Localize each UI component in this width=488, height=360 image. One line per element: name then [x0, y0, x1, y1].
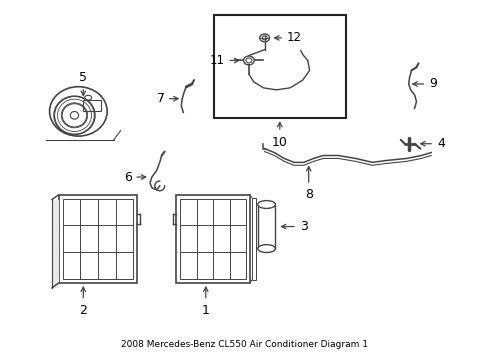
Text: 4: 4	[436, 137, 444, 150]
Bar	[180, 199, 245, 279]
Bar	[251, 198, 255, 280]
Text: 12: 12	[286, 31, 302, 44]
Ellipse shape	[257, 245, 275, 252]
Text: 2008 Mercedes-Benz CL550 Air Conditioner Diagram 1: 2008 Mercedes-Benz CL550 Air Conditioner…	[120, 339, 367, 348]
Bar	[83, 100, 101, 111]
Text: 10: 10	[271, 136, 287, 149]
Text: 5: 5	[79, 71, 87, 84]
Text: 11: 11	[209, 54, 224, 67]
Bar	[59, 195, 137, 283]
Bar	[257, 204, 275, 249]
Text: 9: 9	[428, 77, 436, 90]
Bar	[52, 199, 59, 288]
Ellipse shape	[257, 201, 275, 208]
Text: 3: 3	[299, 220, 307, 233]
Text: 1: 1	[202, 305, 209, 318]
Bar	[176, 195, 249, 283]
Bar	[213, 15, 345, 118]
Text: 2: 2	[79, 305, 87, 318]
Text: 6: 6	[124, 171, 132, 184]
Bar	[62, 199, 133, 279]
Text: 8: 8	[304, 188, 312, 201]
Text: 7: 7	[156, 92, 164, 105]
